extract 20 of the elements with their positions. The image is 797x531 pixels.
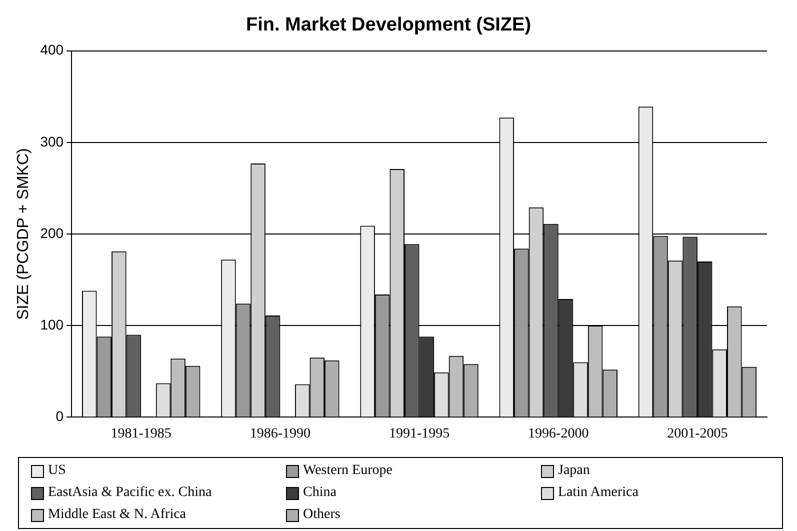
- legend-label: Middle East & N. Africa: [48, 507, 186, 523]
- y-tick-label: 200: [40, 224, 64, 241]
- legend-label: China: [303, 485, 336, 501]
- x-tick-label: 1981-1985: [110, 426, 172, 442]
- legend-label: Latin America: [558, 485, 638, 501]
- y-tick-label: 100: [40, 316, 64, 332]
- x-tick-label: 1991-1995: [388, 426, 450, 442]
- y-tick-label: 400: [40, 42, 64, 58]
- legend-label: Others: [303, 507, 340, 523]
- legend-label: Western Europe: [303, 463, 392, 479]
- x-tick-label: 1996-2000: [528, 426, 589, 442]
- legend-label: EastAsia & Pacific ex. China: [48, 485, 212, 501]
- legend-label: Japan: [558, 463, 590, 479]
- chart-title: Fin. Market Development (SIZE): [246, 14, 532, 36]
- y-axis-title: SIZE (PCGDP + SMKC): [15, 148, 32, 320]
- y-tick-label: 0: [56, 408, 64, 424]
- legend-label: US: [48, 463, 66, 479]
- x-tick-label: 1986-1990: [250, 426, 311, 442]
- y-tick-label: 300: [40, 133, 64, 150]
- x-tick-label: 2001-2005: [667, 426, 728, 442]
